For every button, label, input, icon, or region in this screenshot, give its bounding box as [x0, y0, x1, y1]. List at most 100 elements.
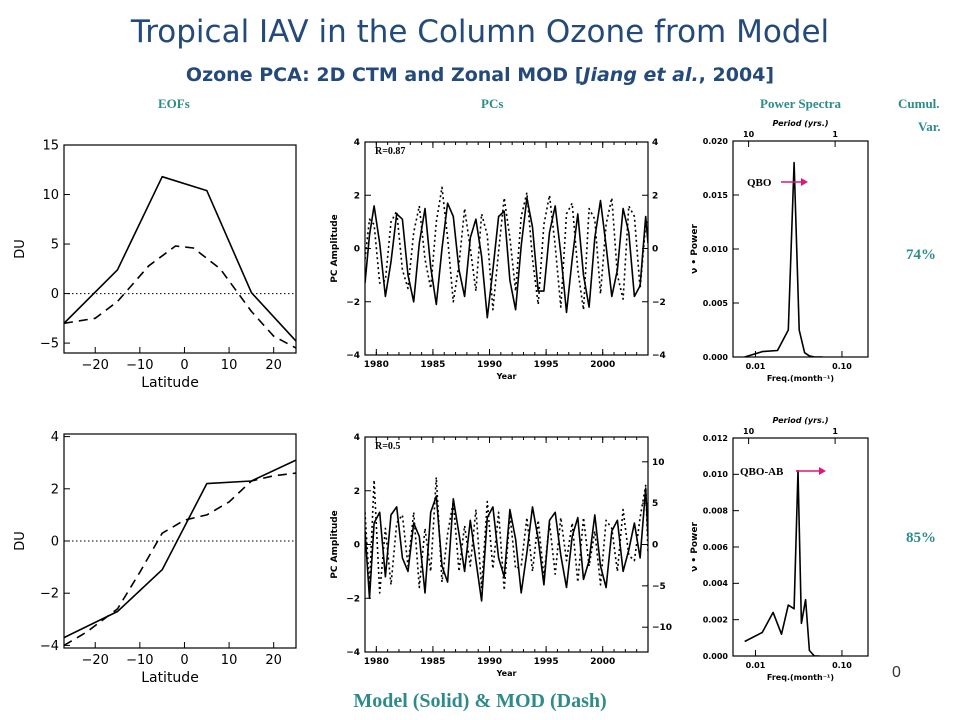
chart-ps1: 0.01 0.10 0.000 0.005 0.010 0.015 0.020 10 1 Peri… — [690, 119, 869, 383]
y-tick-label-right: −10 — [652, 623, 672, 633]
y-tick-label: −5 — [40, 337, 59, 352]
x-tick-label: 0.01 — [746, 362, 766, 371]
series-solid-line — [744, 469, 820, 656]
x-tick-label: 1990 — [477, 657, 502, 667]
x-tick-label: 1995 — [534, 657, 559, 667]
y-tick-label: 2 — [354, 191, 360, 201]
x-tick-label: 1985 — [420, 360, 445, 370]
legend-caption: Model (Solid) & MOD (Dash) — [353, 690, 607, 712]
chart-pc1: 1980 1985 1990 1995 2000 −4 −2 0 2 4 −4 −2 0 2 4 Year PC… — [330, 138, 666, 381]
y-tick-label: −2 — [346, 594, 360, 604]
y-tick-label: 0 — [354, 541, 360, 551]
x-axis-label: Freq.(month⁻¹) — [767, 673, 834, 682]
y-axis-label: ν • Power — [690, 522, 700, 572]
y-tick-label: 0.015 — [703, 191, 729, 200]
x-tick-label: −10 — [126, 358, 153, 373]
y-tick-label-right: 0 — [652, 541, 658, 551]
x-tick-label: 1980 — [364, 360, 389, 370]
page-subtitle: Ozone PCA: 2D CTM and Zonal MOD [Jiang e… — [0, 64, 960, 86]
y-tick-label: 0.010 — [703, 245, 729, 254]
y-axis-label: ν • Power — [690, 224, 700, 274]
y-tick-label: 0.012 — [703, 434, 728, 443]
top-tick-label: 10 — [743, 427, 755, 436]
y-tick-label: −4 — [346, 648, 360, 658]
subtitle-authors: Jiang et al. — [583, 64, 699, 86]
column-header-cumul: Cumul. — [898, 96, 940, 111]
series-dash-line — [64, 245, 296, 349]
x-tick-label: −20 — [82, 653, 109, 668]
y-axis-label: DU — [13, 239, 28, 259]
top-axis-label: Period (yrs.) — [772, 416, 828, 425]
y-tick-label: 4 — [51, 430, 59, 445]
annotation-arrow-head — [819, 467, 826, 475]
series-dash-line — [64, 472, 296, 647]
x-axis-label: Year — [496, 372, 517, 381]
y-tick-label-right: 4 — [652, 138, 658, 148]
x-tick-label: 20 — [265, 653, 282, 668]
y-tick-label-right: −4 — [652, 351, 666, 361]
y-axis-label: PC Amplitude — [330, 214, 340, 283]
page-number: 0 — [892, 664, 901, 681]
y-tick-label: 0.002 — [703, 615, 728, 624]
correlation-label: R=0.5 — [375, 441, 400, 452]
y-tick-label-right: 0 — [652, 245, 658, 255]
x-tick-label: 0 — [180, 358, 188, 373]
y-tick-label: 4 — [354, 138, 360, 148]
y-axis-label: PC Amplitude — [330, 510, 340, 579]
peak-annotation: QBO — [747, 177, 772, 189]
annotation-arrow-head — [801, 178, 808, 186]
cumulative-variance-row2: 85% — [906, 530, 936, 546]
y-tick-label: 0 — [354, 245, 360, 255]
x-tick-label: 0 — [180, 653, 188, 668]
y-tick-label: 0.008 — [703, 506, 729, 515]
y-tick-label-right: 5 — [652, 499, 658, 509]
page-title: Tropical IAV in the Column Ozone from Mo… — [130, 14, 830, 50]
x-axis-label: Latitude — [141, 375, 199, 391]
x-tick-label: 1995 — [534, 360, 559, 370]
cumulative-variance-row1: 74% — [906, 247, 936, 263]
y-tick-label-right: 2 — [652, 191, 658, 201]
series-solid-line — [365, 197, 648, 319]
y-tick-label: 0.000 — [703, 353, 729, 362]
x-tick-label: 0.01 — [746, 661, 766, 670]
x-tick-label: 2000 — [590, 360, 615, 370]
chart-pc2: 1980 1985 1990 1995 2000 −4 −2 0 2 4 −10 −5 0 5 10 Year… — [330, 433, 672, 678]
y-tick-label: 0.004 — [703, 579, 729, 588]
y-tick-label: 4 — [354, 433, 360, 443]
peak-annotation: QBO-AB — [740, 466, 784, 478]
column-header-var: Var. — [918, 119, 941, 134]
y-tick-label-right: −2 — [652, 298, 666, 308]
y-tick-label: 0.010 — [703, 470, 729, 479]
y-tick-label: 0 — [51, 287, 59, 302]
series-solid-line — [64, 175, 296, 342]
y-tick-label: −4 — [346, 351, 360, 361]
top-tick-label: 10 — [743, 130, 755, 139]
chart-ps2: 0.01 0.10 0.000 0.002 0.004 0.006 0.008 0.010 0.… — [690, 416, 869, 682]
x-axis-label: Year — [496, 669, 517, 678]
y-tick-label: 2 — [354, 487, 360, 497]
y-tick-label: −4 — [40, 639, 59, 654]
y-tick-label: 15 — [42, 139, 59, 154]
x-axis-label: Freq.(month⁻¹) — [767, 374, 834, 383]
y-axis-label: DU — [13, 531, 28, 551]
chart-eof1: −20 −10 0 10 20 −5 0 5 10 15 Latitude DU — [13, 139, 297, 391]
subtitle-prefix: Ozone PCA: 2D CTM and Zonal MOD [ — [185, 64, 584, 86]
y-tick-label: 0.006 — [703, 543, 729, 552]
x-axis-label: Latitude — [141, 670, 199, 686]
y-tick-label-right: 10 — [652, 458, 665, 468]
x-tick-label: 0.10 — [832, 362, 852, 371]
column-header-power: Power Spectra — [760, 96, 841, 111]
x-tick-label: 10 — [221, 358, 238, 373]
y-tick-label: 0.020 — [703, 137, 729, 146]
plot-frame — [63, 144, 297, 354]
series-dot-line — [365, 476, 648, 594]
column-header-eofs: EOFs — [158, 96, 190, 111]
top-tick-label: 1 — [832, 130, 838, 139]
series-solid-line — [64, 459, 296, 639]
x-tick-label: 20 — [265, 358, 282, 373]
x-tick-label: 1980 — [364, 657, 389, 667]
y-tick-label: 2 — [51, 482, 59, 497]
y-tick-label: 10 — [42, 188, 59, 203]
